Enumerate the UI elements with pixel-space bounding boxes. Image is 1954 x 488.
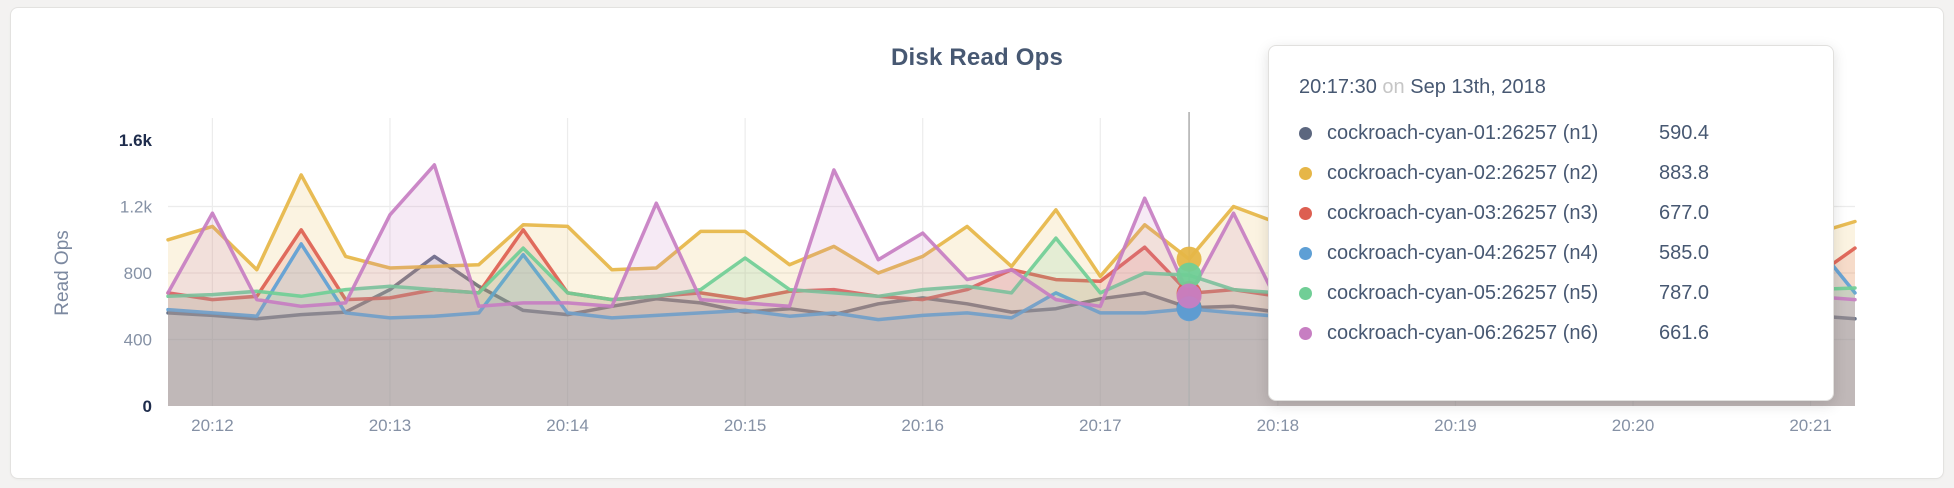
tooltip-row: cockroach-cyan-05:26257 (n5) 787.0 [1299,273,1809,313]
tooltip-series-name: cockroach-cyan-02:26257 (n2) [1327,161,1599,184]
x-tick-label: 20:12 [191,416,234,435]
tooltip-date: Sep 13th, 2018 [1410,76,1546,98]
x-tick-label: 20:16 [901,416,944,435]
x-tick-label: 20:14 [546,416,589,435]
series-dot-icon [1299,246,1312,260]
tooltip-header: 20:17:30 on Sep 13th, 2018 [1299,76,1809,99]
tooltip-series-value: 677.0 [1659,201,1710,224]
tooltip-series-name: cockroach-cyan-03:26257 (n3) [1327,201,1599,224]
tooltip-rows: cockroach-cyan-01:26257 (n1) 590.4 cockroa… [1299,113,1809,353]
x-tick-label: 20:21 [1789,416,1832,435]
tooltip-preposition: on [1382,76,1405,98]
y-tick-label: 800 [124,264,152,283]
tooltip-series-name: cockroach-cyan-01:26257 (n1) [1327,121,1599,144]
chart-title: Disk Read Ops [891,44,1063,71]
x-tick-label: 20:18 [1257,416,1300,435]
hover-point[interactable] [1176,262,1202,288]
x-tick-label: 20:20 [1612,416,1655,435]
tooltip-row: cockroach-cyan-06:26257 (n6) 661.6 [1299,313,1809,353]
hover-tooltip: 20:17:30 on Sep 13th, 2018 cockroach-cya… [1268,45,1834,401]
y-axis-title: Read Ops [52,230,73,316]
tooltip-series-value: 585.0 [1659,241,1710,264]
x-tick-label: 20:19 [1434,416,1477,435]
x-tick-label: 20:13 [369,416,412,435]
series-dot-icon [1299,126,1312,140]
tooltip-series-value: 590.4 [1659,121,1710,144]
tooltip-series-name: cockroach-cyan-06:26257 (n6) [1327,321,1599,344]
tooltip-row: cockroach-cyan-03:26257 (n3) 677.0 [1299,193,1809,233]
tooltip-row: cockroach-cyan-02:26257 (n2) 883.8 [1299,153,1809,193]
tooltip-series-value: 787.0 [1659,281,1710,304]
series-dot-icon [1299,286,1312,300]
y-tick-label: 400 [124,331,152,350]
series-dot-icon [1299,326,1312,340]
tooltip-row: cockroach-cyan-04:26257 (n4) 585.0 [1299,233,1809,273]
y-tick-label: 1.2k [120,198,153,217]
x-tick-label: 20:15 [724,416,767,435]
hover-point[interactable] [1176,283,1202,309]
tooltip-time: 20:17:30 [1299,76,1377,98]
x-tick-label: 20:17 [1079,416,1122,435]
tooltip-series-name: cockroach-cyan-04:26257 (n4) [1327,241,1599,264]
series-dot-icon [1299,206,1312,220]
tooltip-series-value: 661.6 [1659,321,1710,344]
tooltip-series-name: cockroach-cyan-05:26257 (n5) [1327,281,1599,304]
y-tick-label: 0 [143,397,152,416]
series-dot-icon [1299,166,1312,180]
tooltip-row: cockroach-cyan-01:26257 (n1) 590.4 [1299,113,1809,153]
tooltip-series-value: 883.8 [1659,161,1710,184]
y-tick-label: 1.6k [119,131,153,150]
